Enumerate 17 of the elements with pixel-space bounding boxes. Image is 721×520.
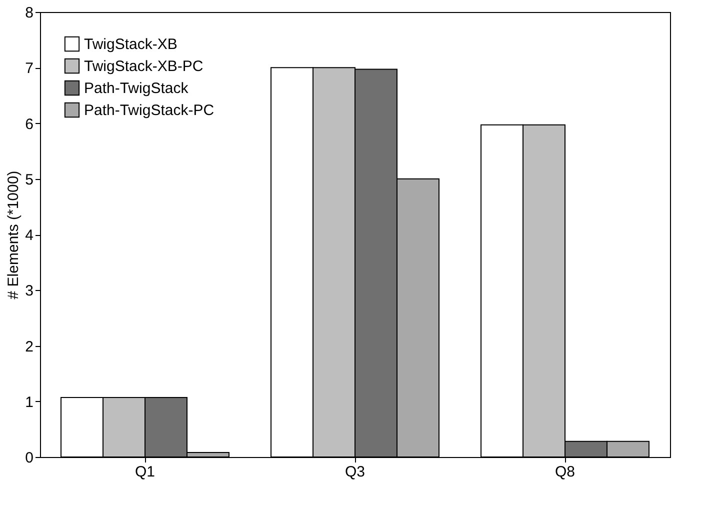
y-tick-label: 5 xyxy=(25,171,34,188)
y-tick-label: 8 xyxy=(25,4,34,22)
y-tick-label: 1 xyxy=(25,394,34,411)
legend-label: Path-TwigStack-PC xyxy=(84,102,214,119)
y-axis-title: # Elements (*1000) xyxy=(5,170,22,300)
legend-label: Path-TwigStack xyxy=(84,80,189,97)
x-tick-label: Q1 xyxy=(134,464,156,480)
y-tick-label: 4 xyxy=(25,227,34,244)
x-tick-label: Q3 xyxy=(344,464,366,480)
y-tick-label: 7 xyxy=(25,60,34,78)
x-tick-label: Q8 xyxy=(554,464,576,480)
y-tick-label: 2 xyxy=(25,338,34,356)
y-tick-label: 6 xyxy=(25,116,34,133)
legend-label: TwigStack-XB xyxy=(84,36,178,53)
y-tick-label: 3 xyxy=(25,282,34,300)
y-tick-label: 0 xyxy=(25,450,34,466)
legend-label: TwigStack-XB-PC xyxy=(84,58,204,75)
